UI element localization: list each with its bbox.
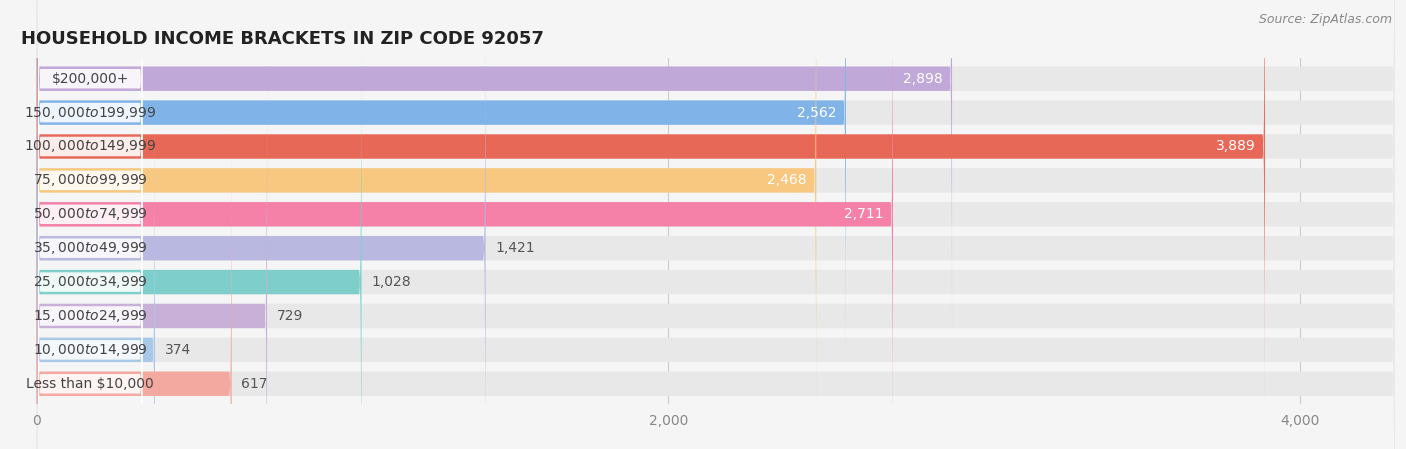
Text: 729: 729	[277, 309, 302, 323]
FancyBboxPatch shape	[37, 0, 1395, 338]
FancyBboxPatch shape	[37, 23, 361, 449]
FancyBboxPatch shape	[37, 0, 1395, 449]
Text: 1,421: 1,421	[495, 241, 534, 255]
Text: HOUSEHOLD INCOME BRACKETS IN ZIP CODE 92057: HOUSEHOLD INCOME BRACKETS IN ZIP CODE 92…	[21, 31, 544, 48]
Text: $75,000 to $99,999: $75,000 to $99,999	[32, 172, 148, 189]
FancyBboxPatch shape	[37, 91, 155, 449]
Text: $150,000 to $199,999: $150,000 to $199,999	[24, 105, 156, 121]
Text: 3,889: 3,889	[1216, 140, 1256, 154]
FancyBboxPatch shape	[38, 0, 142, 340]
FancyBboxPatch shape	[37, 57, 1395, 449]
FancyBboxPatch shape	[38, 0, 142, 408]
Text: 2,468: 2,468	[768, 173, 807, 187]
FancyBboxPatch shape	[37, 0, 817, 440]
Text: $100,000 to $149,999: $100,000 to $149,999	[24, 138, 156, 154]
Text: Source: ZipAtlas.com: Source: ZipAtlas.com	[1258, 13, 1392, 26]
FancyBboxPatch shape	[37, 0, 893, 449]
FancyBboxPatch shape	[37, 0, 1395, 449]
FancyBboxPatch shape	[37, 0, 1395, 372]
Text: $10,000 to $14,999: $10,000 to $14,999	[32, 342, 148, 358]
FancyBboxPatch shape	[38, 0, 142, 306]
FancyBboxPatch shape	[37, 57, 267, 449]
Text: $200,000+: $200,000+	[52, 72, 129, 86]
FancyBboxPatch shape	[37, 125, 1395, 449]
Text: 617: 617	[242, 377, 267, 391]
Text: 1,028: 1,028	[371, 275, 411, 289]
FancyBboxPatch shape	[37, 23, 1395, 449]
Text: 2,562: 2,562	[797, 106, 837, 119]
Text: $50,000 to $74,999: $50,000 to $74,999	[32, 206, 148, 222]
Text: Less than $10,000: Less than $10,000	[27, 377, 155, 391]
FancyBboxPatch shape	[38, 55, 142, 449]
FancyBboxPatch shape	[37, 0, 1395, 440]
FancyBboxPatch shape	[37, 0, 1395, 405]
FancyBboxPatch shape	[37, 0, 952, 338]
Text: $25,000 to $34,999: $25,000 to $34,999	[32, 274, 148, 290]
FancyBboxPatch shape	[37, 0, 1265, 405]
FancyBboxPatch shape	[38, 21, 142, 449]
Text: $35,000 to $49,999: $35,000 to $49,999	[32, 240, 148, 256]
FancyBboxPatch shape	[38, 88, 142, 449]
FancyBboxPatch shape	[37, 125, 232, 449]
Text: 2,711: 2,711	[844, 207, 883, 221]
FancyBboxPatch shape	[37, 0, 485, 449]
FancyBboxPatch shape	[38, 0, 142, 442]
Text: 374: 374	[165, 343, 191, 357]
FancyBboxPatch shape	[38, 123, 142, 449]
FancyBboxPatch shape	[38, 156, 142, 449]
FancyBboxPatch shape	[38, 0, 142, 374]
Text: 2,898: 2,898	[903, 72, 942, 86]
Text: $15,000 to $24,999: $15,000 to $24,999	[32, 308, 148, 324]
FancyBboxPatch shape	[37, 0, 846, 372]
FancyBboxPatch shape	[37, 91, 1395, 449]
